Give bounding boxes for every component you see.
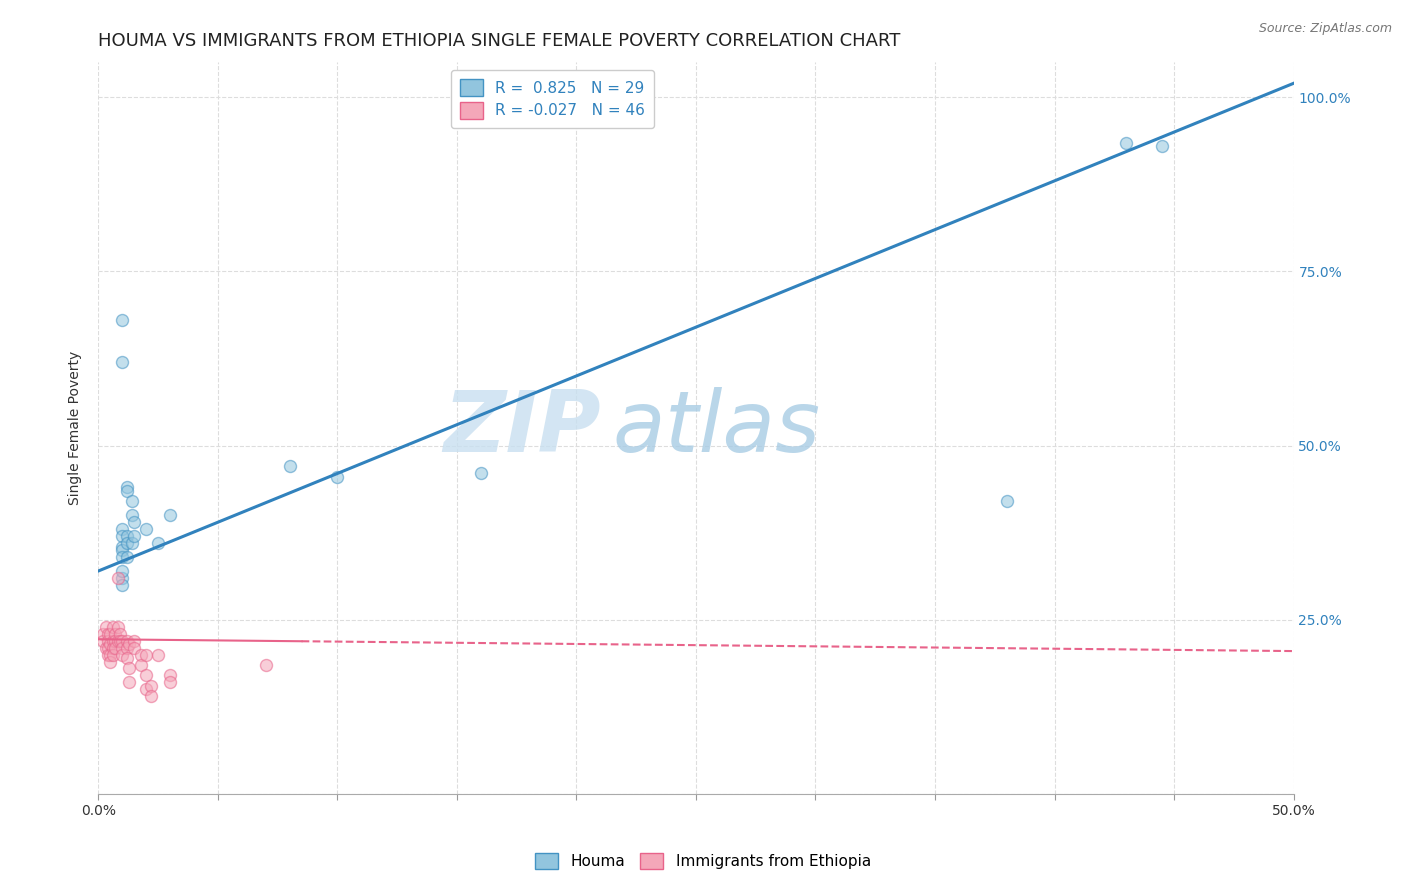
Text: ZIP: ZIP (443, 386, 600, 470)
Point (135, 682, 157, 697)
Point (118, 637, 141, 651)
Point (108, 633, 131, 648)
Point (94, 640, 117, 655)
Y-axis label: Single Female Poverty: Single Female Poverty (69, 351, 83, 505)
Point (108, 626, 131, 640)
Point (115, 480, 138, 494)
Point (115, 536, 138, 550)
Point (118, 661, 141, 675)
Point (148, 536, 170, 550)
Point (101, 648, 124, 662)
Point (148, 648, 170, 662)
Legend: Houma, Immigrants from Ethiopia: Houma, Immigrants from Ethiopia (529, 847, 877, 875)
Point (111, 543, 134, 558)
Point (101, 640, 124, 655)
Point (111, 564, 134, 578)
Point (104, 626, 127, 640)
Point (111, 571, 134, 585)
Point (115, 651, 138, 665)
Point (995, 494, 1018, 508)
Point (115, 483, 138, 498)
Point (98, 626, 122, 640)
Point (111, 633, 134, 648)
Point (111, 540, 134, 554)
Point (131, 648, 153, 662)
Point (135, 648, 157, 662)
Point (94, 620, 117, 634)
Point (121, 536, 143, 550)
Point (139, 690, 162, 704)
Point (118, 675, 141, 690)
Point (97, 648, 120, 662)
Point (101, 633, 124, 648)
Point (98, 637, 122, 651)
Point (98, 648, 122, 662)
Point (159, 508, 181, 523)
Point (107, 633, 129, 648)
Point (97, 640, 120, 655)
Point (131, 658, 153, 673)
Point (101, 620, 124, 634)
Point (124, 633, 146, 648)
Point (135, 522, 157, 536)
Point (254, 658, 277, 673)
Point (115, 633, 138, 648)
Point (111, 549, 134, 564)
Point (121, 508, 143, 523)
Point (97, 626, 120, 640)
Point (1115, 136, 1137, 150)
Point (111, 578, 134, 592)
Point (107, 620, 129, 634)
Point (91, 633, 114, 648)
Text: Source: ZipAtlas.com: Source: ZipAtlas.com (1258, 22, 1392, 36)
Point (124, 515, 146, 529)
Point (98, 655, 122, 669)
Point (104, 633, 127, 648)
Point (124, 640, 146, 655)
Point (111, 313, 134, 327)
Point (135, 668, 157, 682)
Point (107, 571, 129, 585)
Point (111, 640, 134, 655)
Text: HOUMA VS IMMIGRANTS FROM ETHIOPIA SINGLE FEMALE POVERTY CORRELATION CHART: HOUMA VS IMMIGRANTS FROM ETHIOPIA SINGLE… (98, 32, 901, 50)
Point (159, 668, 181, 682)
Point (115, 529, 138, 543)
Point (121, 494, 143, 508)
Point (1150, 139, 1173, 153)
Point (91, 626, 114, 640)
Point (278, 459, 301, 474)
Point (111, 355, 134, 369)
Point (111, 648, 134, 662)
Point (326, 470, 349, 484)
Point (104, 640, 127, 655)
Point (115, 640, 138, 655)
Legend: R =  0.825   N = 29, R = -0.027   N = 46: R = 0.825 N = 29, R = -0.027 N = 46 (451, 70, 654, 128)
Point (111, 529, 134, 543)
Point (111, 522, 134, 536)
Text: atlas: atlas (613, 386, 820, 470)
Point (159, 675, 181, 690)
Point (139, 679, 162, 693)
Point (115, 549, 138, 564)
Point (470, 467, 492, 481)
Point (97, 633, 120, 648)
Point (124, 529, 146, 543)
